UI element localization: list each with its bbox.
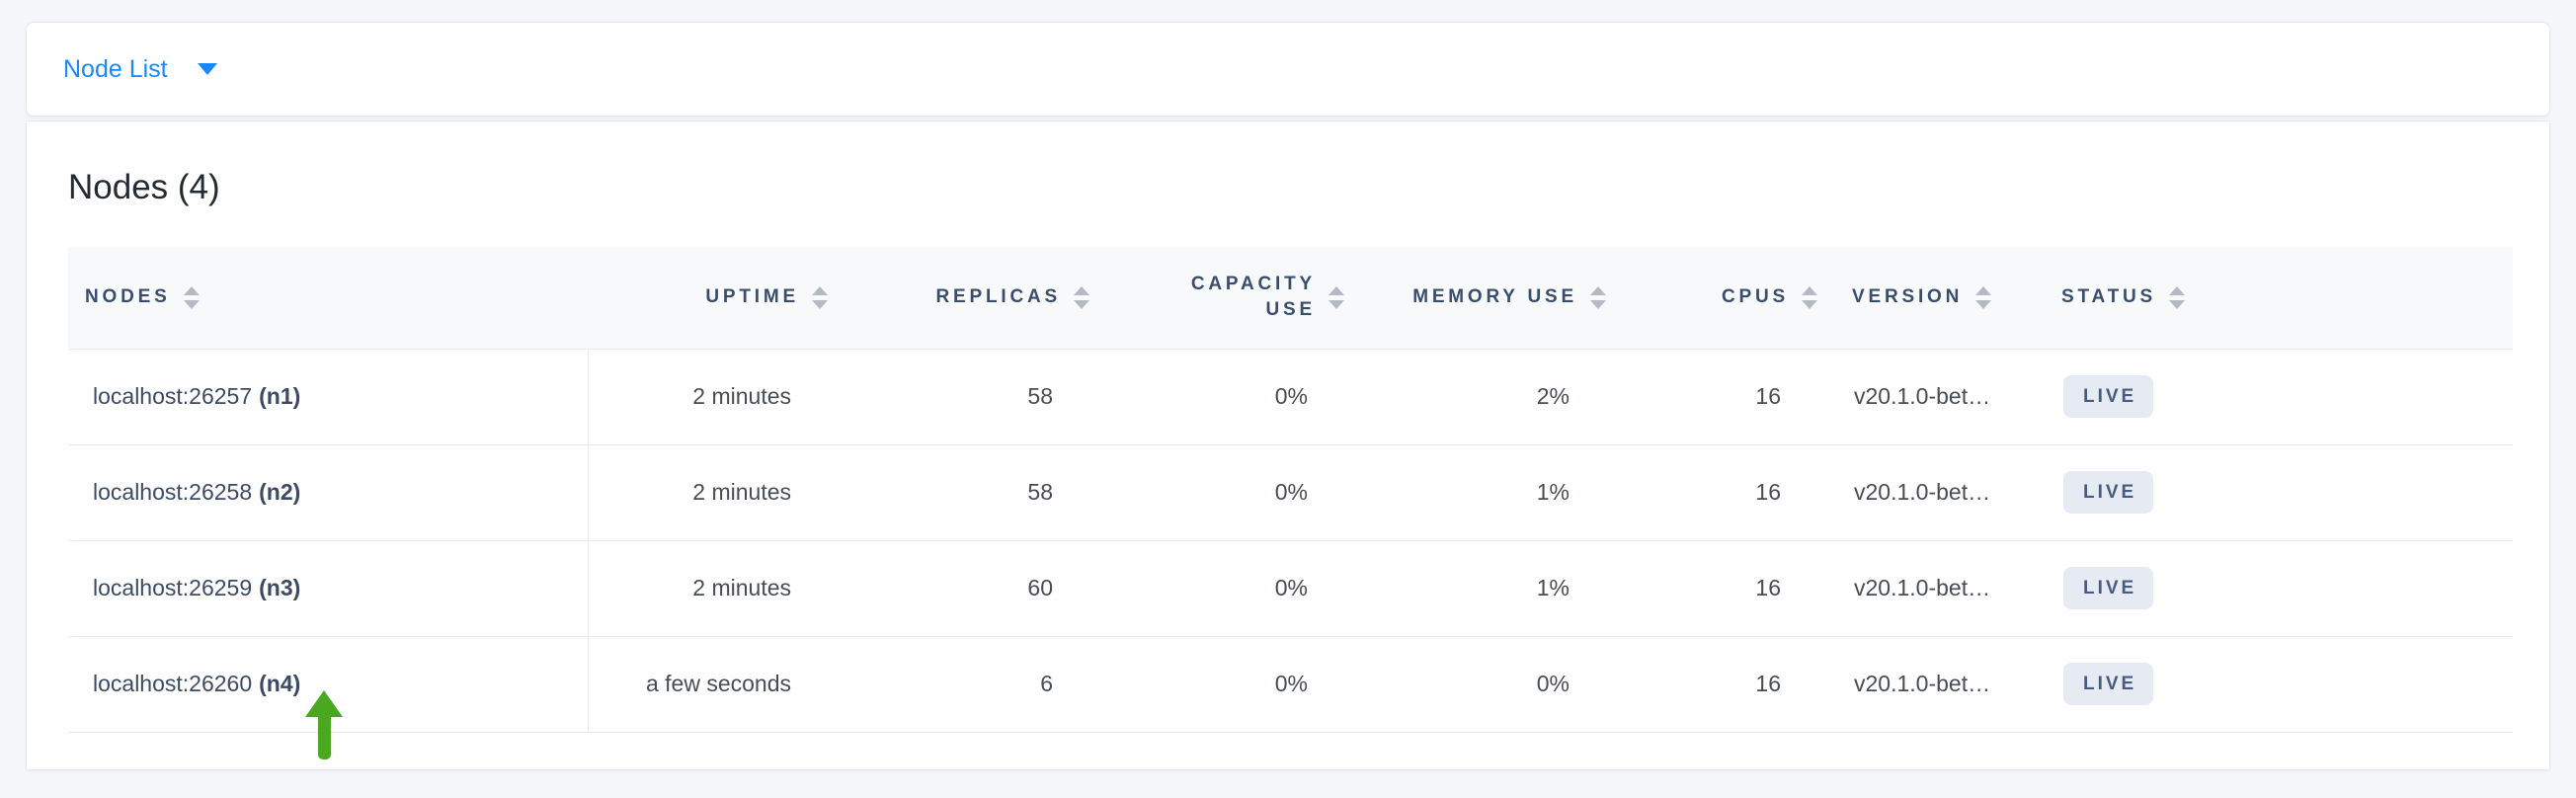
version-cell: v20.1.0-bet… [1822, 539, 2032, 636]
sort-arrows-icon [812, 285, 828, 309]
version-cell: v20.1.0-bet… [1822, 635, 2032, 733]
version-cell: v20.1.0-bet… [1822, 443, 2032, 540]
nodes-panel: Nodes (4) NODES UPTIME REPLICAS CAPACITY… [26, 120, 2550, 770]
replicas-cell: 58 [833, 443, 1094, 540]
view-selector-bar: Node List [26, 22, 2550, 117]
table-row-node-1[interactable]: localhost:26257 (n1) 2 minutes 58 0% 2% 1… [68, 348, 2513, 444]
table-row-node-2[interactable]: localhost:26258 (n2) 2 minutes 58 0% 1% 1… [68, 443, 2513, 540]
memory-use-cell: 1% [1349, 539, 1611, 636]
memory-use-cell: 0% [1349, 635, 1611, 733]
table-row-node-3[interactable]: localhost:26259 (n3) 2 minutes 60 0% 1% 1… [68, 539, 2513, 636]
status-cell: LIVE [2032, 539, 2513, 636]
uptime-cell: 2 minutes [588, 348, 833, 444]
green-up-arrow-icon [305, 690, 343, 759]
sort-arrows-icon [1328, 285, 1344, 309]
version-cell: v20.1.0-bet… [1822, 348, 2032, 444]
nodes-table: NODES UPTIME REPLICAS CAPACITY USE MEMOR… [68, 247, 2513, 733]
table-header-row: NODES UPTIME REPLICAS CAPACITY USE MEMOR… [68, 247, 2513, 349]
table-row-node-4[interactable]: localhost:26260 (n4) a few seconds 6 0% 0… [68, 635, 2513, 733]
column-header-nodes[interactable]: NODES [68, 247, 588, 349]
replicas-cell: 58 [833, 348, 1094, 444]
sort-arrows-icon [1590, 285, 1606, 309]
sort-arrows-icon [2168, 285, 2185, 309]
capacity-use-cell: 0% [1094, 443, 1349, 540]
sort-arrows-icon [1074, 285, 1089, 309]
node-list-dropdown-label: Node List [63, 54, 168, 83]
column-header-uptime[interactable]: UPTIME [588, 247, 833, 349]
cpus-cell: 16 [1611, 539, 1822, 636]
uptime-cell: a few seconds [588, 635, 833, 733]
node-address-cell: localhost:26259 (n3) [68, 539, 589, 636]
status-badge: LIVE [2063, 663, 2154, 705]
capacity-use-cell: 0% [1094, 348, 1349, 444]
replicas-cell: 60 [833, 539, 1094, 636]
node-address-cell: localhost:26260 (n4) [68, 635, 589, 733]
status-badge: LIVE [2063, 567, 2154, 609]
cpus-cell: 16 [1611, 348, 1822, 444]
column-header-version[interactable]: VERSION [1822, 247, 2032, 349]
uptime-cell: 2 minutes [588, 539, 833, 636]
column-header-status[interactable]: STATUS [2032, 247, 2513, 349]
node-list-dropdown[interactable]: Node List [63, 55, 217, 84]
chevron-down-icon [197, 63, 217, 75]
memory-use-cell: 2% [1349, 348, 1611, 444]
column-header-capacity-use[interactable]: CAPACITY USE [1094, 247, 1349, 349]
column-header-memory-use[interactable]: MEMORY USE [1349, 247, 1611, 349]
node-address-cell: localhost:26257 (n1) [68, 348, 589, 444]
uptime-cell: 2 minutes [588, 443, 833, 540]
capacity-use-cell: 0% [1094, 539, 1349, 636]
status-cell: LIVE [2032, 348, 2513, 444]
page-title: Nodes (4) [68, 168, 220, 206]
column-header-cpus[interactable]: CPUS [1611, 247, 1822, 349]
replicas-cell: 6 [833, 635, 1094, 733]
sort-arrows-icon [1802, 285, 1817, 309]
column-header-replicas[interactable]: REPLICAS [833, 247, 1094, 349]
status-cell: LIVE [2032, 635, 2513, 733]
node-address-cell: localhost:26258 (n2) [68, 443, 589, 540]
memory-use-cell: 1% [1349, 443, 1611, 540]
cpus-cell: 16 [1611, 635, 1822, 733]
cpus-cell: 16 [1611, 443, 1822, 540]
status-badge: LIVE [2063, 471, 2154, 514]
sort-arrows-icon [1975, 285, 1992, 309]
status-badge: LIVE [2063, 375, 2154, 418]
capacity-use-cell: 0% [1094, 635, 1349, 733]
status-cell: LIVE [2032, 443, 2513, 540]
sort-arrows-icon [183, 285, 200, 309]
